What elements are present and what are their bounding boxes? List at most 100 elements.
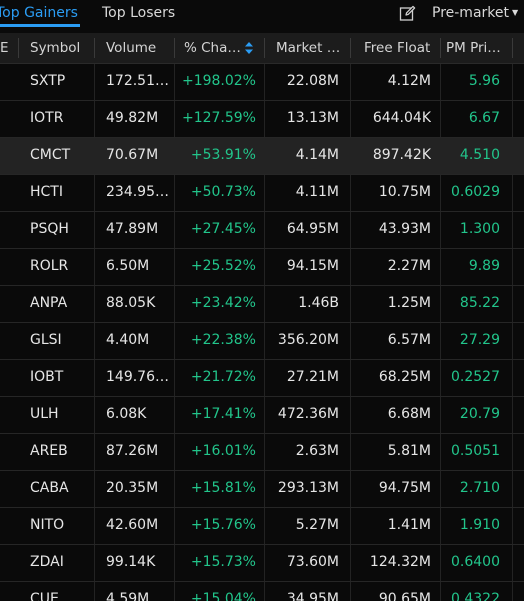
sort-icon[interactable] [244,41,254,55]
column-header-change[interactable]: % Cha… [184,40,241,56]
market-cap-cell: 94.15M [286,258,339,274]
change-cell: +17.41% [190,406,256,422]
change-cell: +27.45% [190,221,256,237]
table-header: E Symbol Volume % Cha… Market … Free Flo… [0,33,524,64]
column-header-volume[interactable]: Volume [106,40,157,56]
table-row[interactable]: PSQH 47.89M +27.45% 64.95M 43.93M 1.300 [0,212,524,249]
column-divider[interactable] [18,38,19,58]
free-float-cell: 2.27M [387,258,431,274]
grid-line [174,64,175,601]
table-row-selected[interactable]: CMCT 70.67M +53.91% 4.14M 897.42K 4.510 [0,138,524,175]
column-divider[interactable] [440,38,441,58]
symbol-cell: CMCT [30,147,71,163]
volume-cell: 4.59M [106,591,150,601]
table-row[interactable]: NITO 42.60M +15.76% 5.27M 1.41M 1.910 [0,508,524,545]
volume-cell: 49.82M [106,110,159,126]
pm-price-cell: 2.710 [459,480,500,496]
pm-price-cell: 0.5051 [451,443,500,459]
free-float-cell: 6.57M [387,332,431,348]
column-divider[interactable] [512,38,513,58]
table-row[interactable]: CABA 20.35M +15.81% 293.13M 94.75M 2.710 [0,471,524,508]
free-float-cell: 10.75M [378,184,431,200]
market-cap-cell: 293.13M [277,480,339,496]
change-cell: +15.04% [190,591,256,601]
market-cap-cell: 2.63M [295,443,339,459]
table-row[interactable]: SXTP 172.51… +198.02% 22.08M 4.12M 5.96 [0,64,524,101]
symbol-cell: ULH [30,406,59,422]
table-row[interactable]: ULH 6.08K +17.41% 472.36M 6.68M 20.79 [0,397,524,434]
free-float-cell: 4.12M [387,73,431,89]
free-float-cell: 94.75M [378,480,431,496]
volume-cell: 6.08K [106,406,147,422]
free-float-cell: 124.32M [369,554,431,570]
table-row[interactable]: ROLR 6.50M +25.52% 94.15M 2.27M 9.89 [0,249,524,286]
pm-price-cell: 20.79 [459,406,500,422]
column-header-pm-price[interactable]: PM Pri… [446,40,501,56]
free-float-cell: 644.04K [372,110,431,126]
table-row[interactable]: AREB 87.26M +16.01% 2.63M 5.81M 0.5051 [0,434,524,471]
symbol-cell: IOBT [30,369,64,385]
volume-cell: 99.14K [106,554,156,570]
column-header-symbol[interactable]: Symbol [30,40,81,56]
symbol-cell: AREB [30,443,68,459]
pm-price-cell: 9.89 [468,258,500,274]
market-cap-cell: 5.27M [295,517,339,533]
column-header-market-cap[interactable]: Market … [276,40,341,56]
volume-cell: 234.95… [106,184,169,200]
edit-icon[interactable] [399,5,416,22]
column-divider[interactable] [350,38,351,58]
free-float-cell: 897.42K [372,147,431,163]
column-header-rank[interactable]: E [0,40,8,56]
change-cell: +198.02% [181,73,256,89]
volume-cell: 149.76… [106,369,169,385]
symbol-cell: NITO [30,517,65,533]
column-divider[interactable] [264,38,265,58]
volume-cell: 4.40M [106,332,150,348]
table-row[interactable]: IOTR 49.82M +127.59% 13.13M 644.04K 6.67 [0,101,524,138]
market-cap-cell: 1.46B [298,295,339,311]
market-cap-cell: 27.21M [286,369,339,385]
pm-price-cell: 1.910 [459,517,500,533]
pm-price-cell: 0.2527 [451,369,500,385]
pm-price-cell: 0.4322 [451,591,500,601]
tab-top-losers[interactable]: Top Losers [102,5,176,21]
change-cell: +25.52% [190,258,256,274]
symbol-cell: HCTI [30,184,63,200]
volume-cell: 20.35M [106,480,159,496]
tab-top-gainers[interactable]: Top Gainers [0,5,78,21]
volume-cell: 70.67M [106,147,159,163]
volume-cell: 42.60M [106,517,159,533]
market-cap-cell: 34.95M [286,591,339,601]
change-cell: +22.38% [190,332,256,348]
change-cell: +23.42% [190,295,256,311]
column-divider[interactable] [94,38,95,58]
grid-line [264,64,265,601]
table-row[interactable]: CUE 4.59M +15.04% 34.95M 90.65M 0.4322 [0,582,524,601]
free-float-cell: 43.93M [378,221,431,237]
market-cap-cell: 4.11M [295,184,339,200]
market-cap-cell: 73.60M [286,554,339,570]
table-row[interactable]: GLSI 4.40M +22.38% 356.20M 6.57M 27.29 [0,323,524,360]
table-body: SXTP 172.51… +198.02% 22.08M 4.12M 5.96 … [0,64,524,601]
free-float-cell: 90.65M [378,591,431,601]
free-float-cell: 1.25M [387,295,431,311]
symbol-cell: IOTR [30,110,64,126]
change-cell: +127.59% [181,110,256,126]
table-row[interactable]: ZDAI 99.14K +15.73% 73.60M 124.32M 0.640… [0,545,524,582]
market-cap-cell: 64.95M [286,221,339,237]
symbol-cell: ROLR [30,258,69,274]
symbol-cell: SXTP [30,73,66,89]
table-row[interactable]: IOBT 149.76… +21.72% 27.21M 68.25M 0.252… [0,360,524,397]
pm-price-cell: 0.6400 [451,554,500,570]
market-cap-cell: 4.14M [295,147,339,163]
session-dropdown[interactable]: Pre-market ▼ [432,4,518,22]
column-divider[interactable] [174,38,175,58]
pm-price-cell: 0.6029 [451,184,500,200]
column-header-free-float[interactable]: Free Float [364,40,431,56]
table-row[interactable]: HCTI 234.95… +50.73% 4.11M 10.75M 0.6029 [0,175,524,212]
active-tab-indicator [0,24,80,27]
grid-line [350,64,351,601]
table-row[interactable]: ANPA 88.05K +23.42% 1.46B 1.25M 85.22 [0,286,524,323]
pm-price-cell: 1.300 [459,221,500,237]
